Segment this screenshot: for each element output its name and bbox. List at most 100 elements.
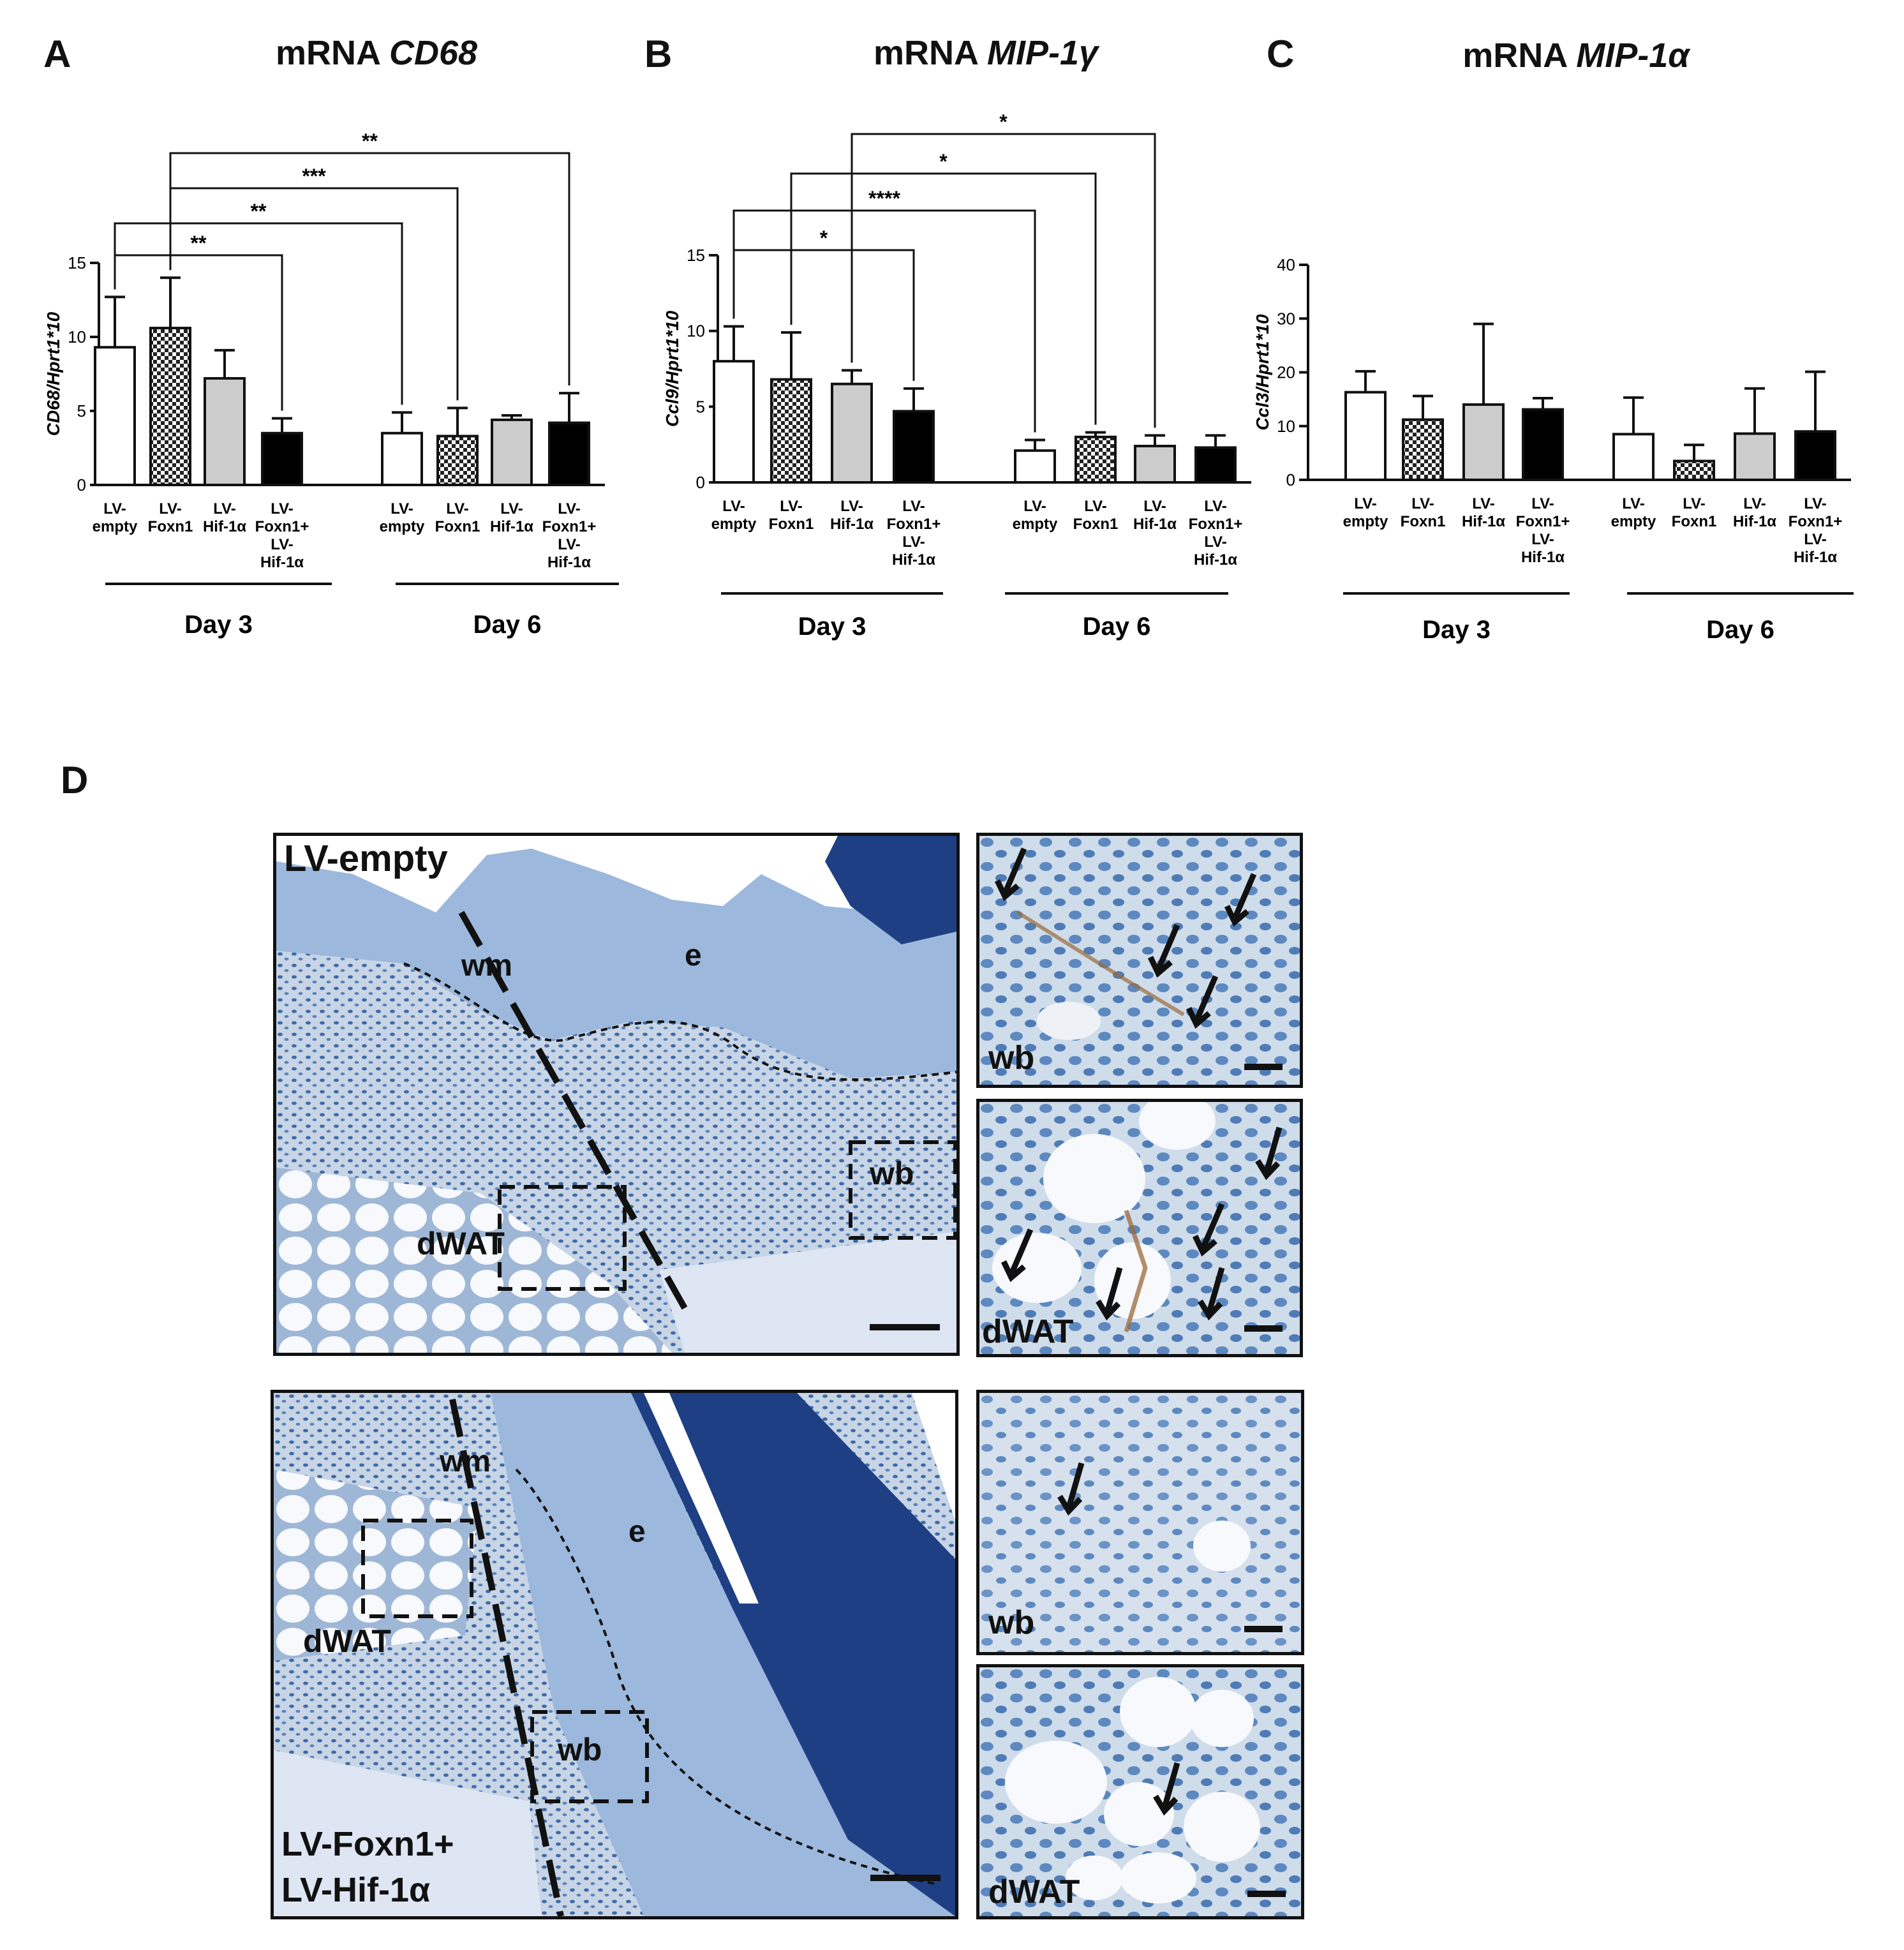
x-tick-label-line: LV-	[500, 500, 523, 517]
group-label: Day 3	[1422, 616, 1491, 644]
bar	[770, 378, 812, 484]
x-tick-label: LV-Hif-1α	[1733, 495, 1776, 530]
significance-bracket	[790, 172, 1097, 425]
bar	[1522, 408, 1564, 482]
label-e: e	[685, 939, 702, 972]
y-tick-label: 10	[687, 322, 705, 341]
x-tick-label-line: Hif-1α	[1521, 549, 1565, 566]
x-tick-label-line: LV-	[558, 536, 581, 553]
bar	[1134, 445, 1176, 484]
significance-label: **	[191, 232, 207, 255]
x-tick-label: LV-empty	[93, 500, 138, 535]
y-axis-label: Ccl9/Hprt1*10	[662, 311, 682, 428]
significance-label: *	[939, 150, 948, 173]
y-axis-label: CD68/Hprt1*10	[43, 311, 63, 436]
micrograph-lv-empty-wb: wb	[976, 833, 1303, 1088]
bar	[1673, 459, 1715, 482]
x-tick-label: LV-empty	[380, 500, 425, 535]
x-tick-label-line: Foxn1+	[542, 518, 597, 535]
x-tick-label-line: LV-	[159, 500, 182, 517]
x-tick-label: LV-Hif-1α	[830, 498, 874, 533]
micrograph-lv-empty: LV-empty wm e wb dWAT	[273, 833, 960, 1356]
chart-title-c: mRNA MIP-1α	[1462, 36, 1690, 75]
y-tick-label: 20	[1277, 363, 1295, 382]
y-tick-label: 30	[1277, 309, 1295, 328]
bar	[1014, 449, 1056, 484]
bar	[1794, 430, 1836, 481]
bar	[893, 410, 935, 484]
x-tick-label-line: LV-	[103, 500, 126, 517]
x-tick-label-line: LV-	[1683, 495, 1706, 512]
x-tick-label-line: LV-	[902, 533, 925, 551]
x-tick-label-line: Foxn1	[435, 518, 480, 535]
x-tick-label-line: Hif-1α	[1733, 513, 1776, 530]
x-tick-label: LV-Foxn1+ LV-Hif-1α	[542, 500, 597, 571]
bar-chart-mip1a: 010203040Ccl3/Hprt1*10LV-emptyLV-Foxn1LV…	[1253, 255, 1854, 644]
x-tick-label-line: Hif-1α	[830, 516, 874, 533]
significance-label: ****	[868, 187, 900, 210]
x-tick-label: LV-Foxn1	[435, 500, 480, 535]
y-tick-label: 10	[68, 327, 86, 346]
x-tick-label-line: LV-	[1472, 495, 1495, 512]
x-tick-label-line: LV-	[213, 500, 236, 517]
tissue-image	[979, 1667, 1301, 1916]
micrograph-lv-foxn1-hif1a-dwat: dWAT	[976, 1664, 1304, 1919]
x-tick-label: LV-Foxn1+ LV-Hif-1α	[1789, 495, 1843, 566]
x-tick-label: LV-Hif-1α	[1133, 498, 1177, 533]
y-axis-label: Ccl3/Hprt1*10	[1253, 314, 1272, 431]
label-wm: wm	[461, 949, 513, 983]
x-tick-label-line: Foxn1	[148, 518, 193, 535]
bar	[491, 418, 533, 486]
label-wm-bottom: wm	[440, 1445, 491, 1478]
x-tick-label-line: empty	[1013, 516, 1058, 533]
bar	[1462, 403, 1505, 481]
y-tick-label: 40	[1277, 255, 1295, 274]
panel-letter-a: A	[43, 33, 71, 75]
significance-label: **	[251, 200, 267, 223]
x-tick-label-line: Hif-1α	[1194, 551, 1237, 569]
tissue-image	[979, 1393, 1301, 1652]
significance-label: *	[820, 227, 828, 249]
x-tick-label-line: Foxn1+	[1789, 513, 1843, 530]
bar	[831, 382, 873, 484]
chart-title-b: mRNA MIP-1γ	[873, 34, 1099, 72]
x-tick-label-line: Hif-1α	[203, 518, 246, 535]
bar	[713, 360, 755, 484]
group-label: Day 6	[1706, 616, 1774, 644]
label-wb-inset: wb	[988, 1039, 1035, 1076]
bar	[436, 435, 479, 486]
significance-bracket	[851, 133, 1156, 428]
significance-label: ***	[302, 165, 326, 188]
label-wb: wb	[870, 1156, 914, 1191]
x-tick-label-line: LV-	[558, 500, 581, 517]
x-tick-label: LV-Foxn1	[769, 498, 814, 533]
label-dwat-inset-bottom: dWAT	[988, 1873, 1080, 1910]
y-tick-label: 0	[1286, 470, 1295, 489]
bar	[261, 431, 303, 486]
x-tick-label-line: Foxn1	[1073, 516, 1119, 533]
x-tick-label-line: empty	[1343, 513, 1388, 530]
bar-chart-cd68: 051015CD68/Hprt1*10LV-emptyLV-Foxn1LV-Hi…	[43, 130, 619, 639]
x-tick-label-line: Foxn1	[1672, 513, 1717, 530]
x-tick-label-line: LV-	[446, 500, 469, 517]
x-tick-label: LV-Foxn1+ LV-Hif-1α	[1516, 495, 1570, 566]
x-tick-label-line: Hif-1α	[260, 554, 304, 571]
x-tick-label-line: LV-	[1531, 495, 1554, 512]
bar	[1402, 418, 1444, 482]
x-tick-label-line: empty	[380, 518, 425, 535]
x-tick-label-line: LV-	[390, 500, 413, 517]
group-label: Day 6	[1083, 613, 1151, 641]
x-tick-label: LV-Foxn1+ LV-Hif-1α	[255, 500, 309, 571]
bar	[381, 431, 423, 486]
x-tick-label: LV-empty	[1013, 498, 1058, 533]
x-tick-label-line: Foxn1+	[1189, 516, 1243, 533]
x-tick-label: LV-empty	[1343, 495, 1388, 530]
y-tick-label: 0	[696, 473, 705, 492]
x-tick-label: LV-Foxn1	[1672, 495, 1717, 530]
bar	[1612, 433, 1655, 482]
x-tick-label-line: LV-	[780, 498, 803, 515]
x-tick-label-line: LV-	[1143, 498, 1166, 515]
x-tick-label-line: Foxn1+	[1516, 513, 1570, 530]
label-dwat-bottom: dWAT	[303, 1623, 391, 1659]
bar	[1194, 446, 1237, 484]
